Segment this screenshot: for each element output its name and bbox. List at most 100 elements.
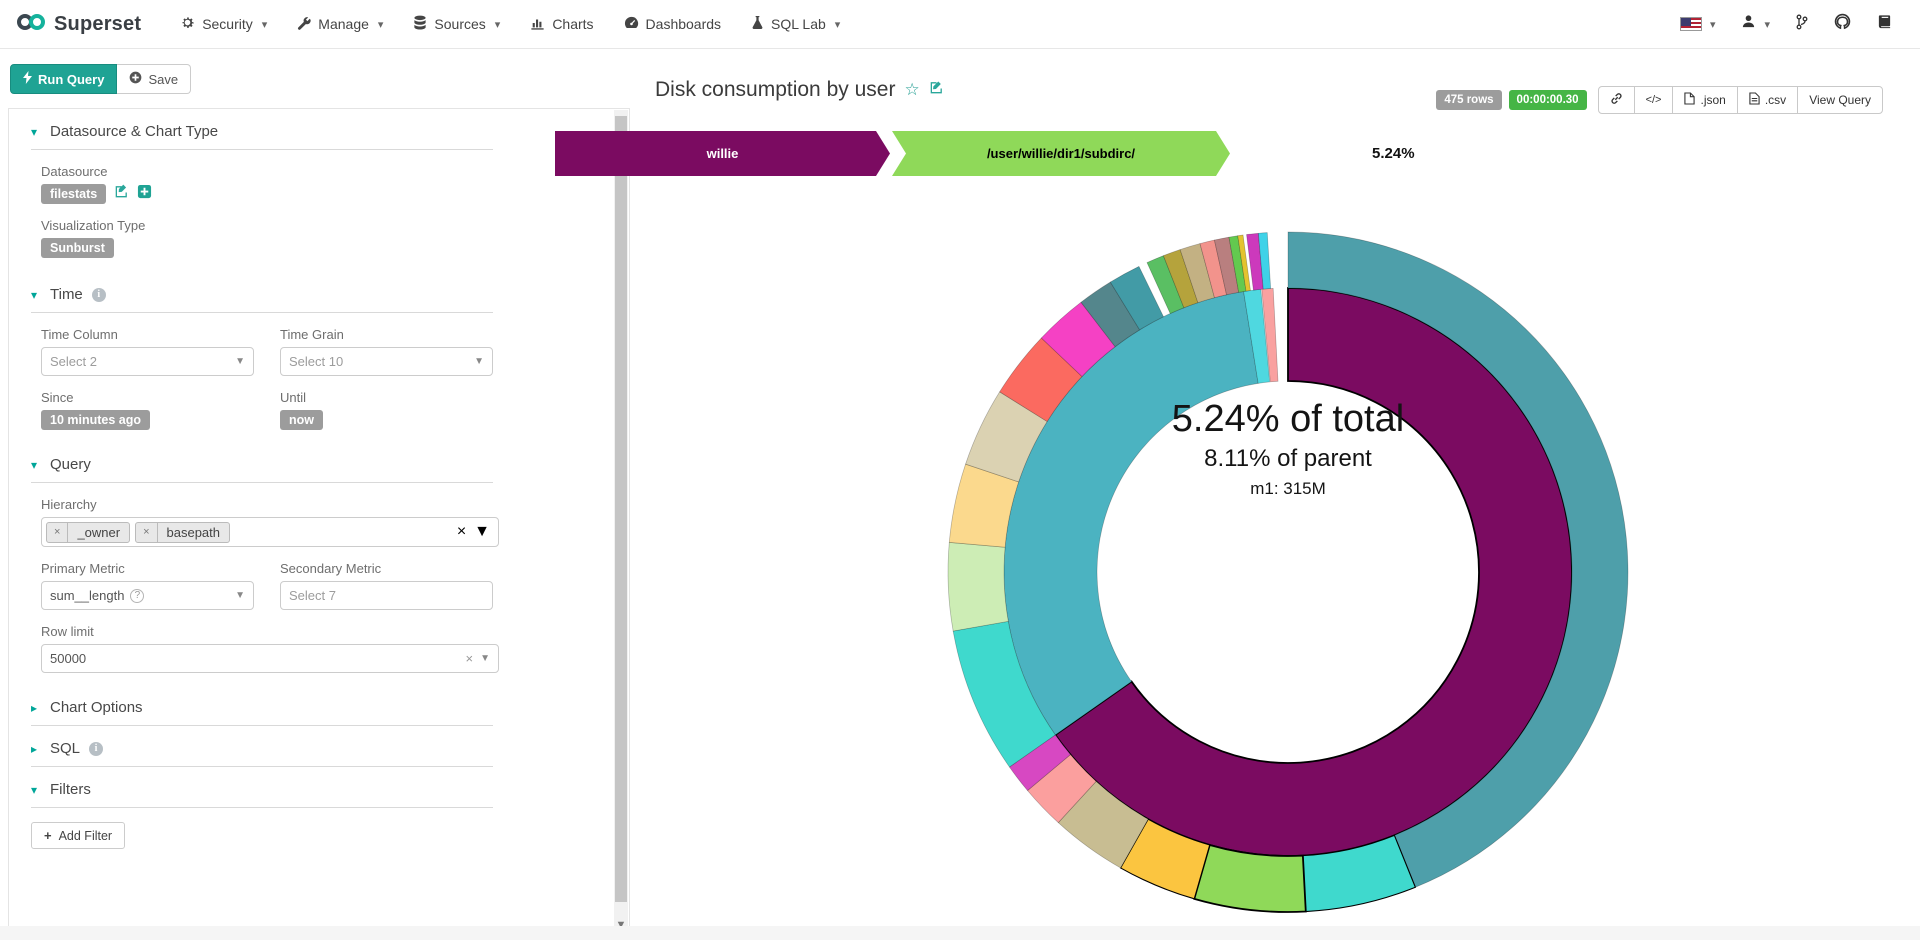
run-query-label: Run Query (38, 71, 105, 87)
book-icon (1877, 14, 1892, 34)
primary-metric-select[interactable]: sum__length ? ▼ (41, 581, 254, 610)
sunburst-outer-segment[interactable] (1057, 780, 1149, 869)
export-csv-button[interactable]: .csv (1736, 86, 1799, 114)
hierarchy-select[interactable]: × _owner × basepath × ▼ (41, 517, 499, 547)
time-column-select[interactable]: Select 2 ▼ (41, 347, 254, 376)
github-link[interactable] (1834, 13, 1851, 35)
sunburst-inner-segment[interactable] (1261, 288, 1279, 383)
section-header[interactable]: ▸ Chart Options (31, 699, 493, 726)
trail-segment: willie (555, 131, 890, 176)
section-title: Filters (50, 781, 91, 798)
chevron-down-icon[interactable]: ▼ (235, 590, 245, 601)
nav-item-label: Dashboards (645, 16, 722, 32)
sunburst-outer-segment[interactable] (1237, 234, 1251, 292)
us-flag-icon (1679, 17, 1702, 31)
nav-sql-lab[interactable]: SQL Lab ▾ (736, 0, 855, 48)
sunburst-inner-willie[interactable] (1054, 287, 1573, 857)
hierarchy-label: Hierarchy (41, 497, 97, 512)
until-label: Until (280, 390, 307, 405)
edit-title-icon[interactable] (929, 80, 944, 100)
save-button[interactable]: Save (117, 64, 192, 94)
remove-tag-icon[interactable]: × (47, 522, 69, 542)
version-link[interactable] (1796, 14, 1808, 35)
nav-security[interactable]: Security ▾ (165, 0, 282, 48)
language-menu[interactable]: ▾ (1679, 17, 1716, 31)
remove-tag-icon[interactable]: × (136, 522, 158, 542)
run-query-button[interactable]: Run Query (10, 64, 118, 94)
chevron-down-icon: ▾ (1764, 18, 1770, 31)
embed-code-button[interactable]: </> (1633, 86, 1674, 114)
superset-infinity-icon (16, 12, 46, 37)
edit-datasource-icon[interactable] (114, 184, 129, 204)
docs-link[interactable] (1877, 14, 1892, 34)
sunburst-outer-segment[interactable] (1287, 231, 1629, 888)
chevron-down-icon[interactable]: ▼ (480, 653, 490, 664)
info-icon: i (91, 287, 106, 302)
section-header[interactable]: ▸ SQL i (31, 740, 493, 767)
sunburst-outer-segment[interactable] (1109, 265, 1164, 331)
lightning-bolt-icon (23, 71, 32, 87)
chevron-down-icon: ▾ (494, 18, 501, 31)
scroll-down-icon[interactable]: ▼ (615, 919, 627, 931)
collapse-triangle-icon: ▾ (31, 782, 38, 797)
navbar-right: ▾ ▾ (1679, 13, 1892, 35)
nav-item-label: Security (202, 16, 253, 32)
chevron-down-icon[interactable]: ▼ (474, 356, 484, 367)
short-url-button[interactable] (1597, 86, 1635, 114)
nav-dashboards[interactable]: Dashboards (609, 0, 737, 48)
row-count-badge: 475 rows (1436, 90, 1502, 110)
chevron-down-icon[interactable]: ▼ (474, 523, 490, 540)
sunburst-inner-segment[interactable] (1003, 291, 1259, 736)
export-json-button[interactable]: .json (1672, 86, 1738, 114)
chevron-down-icon: ▾ (834, 18, 841, 31)
nav-item-label: Charts (552, 16, 594, 32)
chart-header: Disk consumption by user ☆ 475 rows 00:0… (655, 78, 1903, 118)
chevron-down-icon: ▾ (1709, 18, 1716, 31)
json-label: .json (1700, 93, 1726, 107)
trail-percentage: 5.24% (1372, 145, 1415, 162)
user-menu[interactable]: ▾ (1741, 14, 1770, 34)
datasource-label: Datasource (41, 164, 108, 179)
section-header[interactable]: ▾ Time i (31, 286, 493, 313)
sunburst-outer-segment[interactable] (947, 541, 1009, 632)
sunburst-inner-segment[interactable] (1243, 288, 1271, 384)
until-badge[interactable]: now (280, 410, 323, 430)
add-filter-button[interactable]: + Add Filter (31, 822, 126, 849)
nav-sources[interactable]: Sources ▾ (398, 0, 515, 48)
since-label: Since (41, 390, 74, 405)
sunburst-outer-segment[interactable] (1119, 818, 1211, 900)
add-datasource-icon[interactable] (137, 184, 152, 204)
chart-title: Disk consumption by user (655, 78, 896, 101)
section-title: Time (50, 286, 83, 303)
link-icon (1610, 92, 1623, 108)
row-limit-select[interactable]: 50000 × ▼ (41, 644, 499, 673)
since-badge[interactable]: 10 minutes ago (41, 410, 150, 430)
clear-icon[interactable]: × (465, 651, 474, 666)
hierarchy-tag: × basepath (135, 521, 231, 543)
section-sql: ▸ SQL i (31, 740, 493, 767)
nav-manage[interactable]: Manage ▾ (282, 0, 398, 48)
datasource-badge[interactable]: filestats (41, 184, 107, 204)
section-header[interactable]: ▾ Datasource & Chart Type (31, 123, 493, 150)
github-icon (1834, 13, 1851, 35)
panel-scrollbar[interactable]: ▼ (614, 110, 628, 933)
section-header[interactable]: ▾ Filters (31, 781, 493, 808)
sunburst-outer-segment[interactable] (1257, 232, 1272, 290)
secondary-metric-placeholder: Select 7 (289, 588, 336, 603)
collapsed-triangle-icon: ▸ (31, 700, 38, 715)
dashboard-icon (624, 15, 639, 33)
trail-segment-label: willie (706, 146, 739, 161)
view-query-button[interactable]: View Query (1797, 86, 1883, 114)
scrollbar-thumb[interactable] (615, 116, 627, 902)
superset-logo[interactable]: Superset (16, 12, 141, 37)
time-grain-select[interactable]: Select 10 ▼ (280, 347, 493, 376)
section-header[interactable]: ▾ Query (31, 456, 493, 483)
favorite-star-icon[interactable]: ☆ (904, 80, 920, 99)
section-title: SQL (50, 740, 81, 757)
visualization-type-badge[interactable]: Sunburst (41, 238, 114, 258)
nav-charts[interactable]: Charts (515, 0, 608, 48)
secondary-metric-select[interactable]: Select 7 (280, 581, 493, 610)
clear-icon[interactable]: × (456, 523, 467, 540)
bar-chart-icon (530, 16, 545, 33)
chevron-down-icon[interactable]: ▼ (235, 356, 245, 367)
